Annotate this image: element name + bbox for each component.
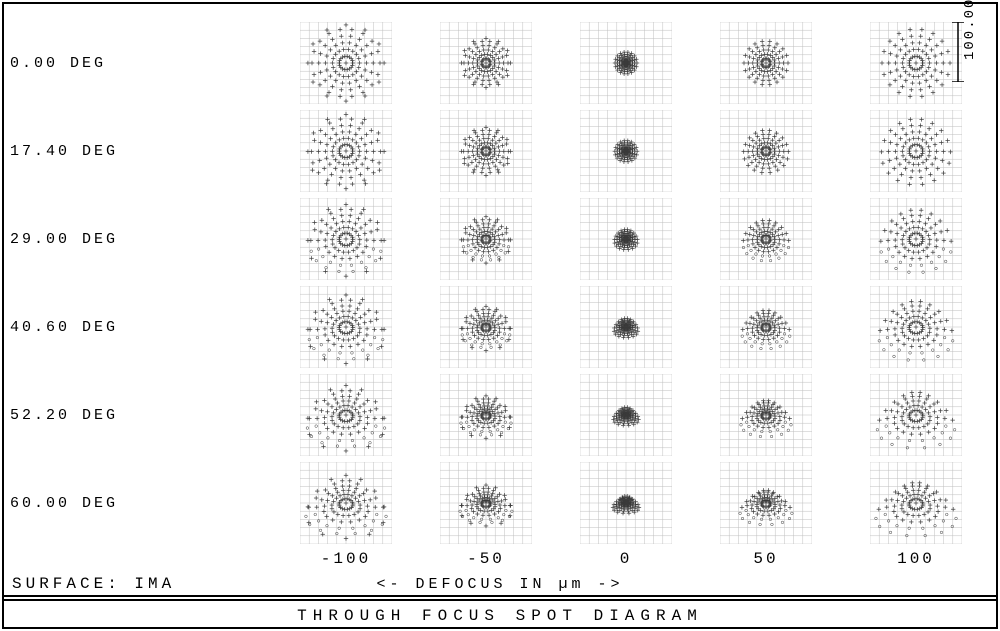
diagram-title: THROUGH FOCUS SPOT DIAGRAM — [4, 599, 996, 627]
spot-cell — [720, 462, 812, 544]
spot-cell — [440, 286, 532, 368]
scale-bar-value: 100.00 — [962, 0, 978, 60]
defocus-value-label: 0 — [620, 550, 633, 568]
defocus-value-label: -100 — [321, 550, 371, 568]
spot-cell — [440, 198, 532, 280]
spot-cell — [580, 22, 672, 104]
spot-cell — [580, 374, 672, 456]
spot-cell — [300, 22, 392, 104]
defocus-value-label: 50 — [753, 550, 778, 568]
field-angle-label: 60.00 DEG — [10, 495, 118, 512]
spot-cell — [580, 286, 672, 368]
spot-cell — [300, 110, 392, 192]
spot-cell — [440, 462, 532, 544]
spot-cell — [720, 22, 812, 104]
spot-cell — [300, 462, 392, 544]
spot-cell — [720, 286, 812, 368]
spot-cell — [580, 462, 672, 544]
spot-cell — [300, 374, 392, 456]
spot-cell — [870, 374, 962, 456]
spot-cell — [870, 198, 962, 280]
spot-cell — [870, 110, 962, 192]
spot-cell — [440, 110, 532, 192]
spot-cell — [440, 374, 532, 456]
field-angle-label: 40.60 DEG — [10, 319, 118, 336]
spot-cell — [720, 110, 812, 192]
spot-cell — [870, 462, 962, 544]
defocus-value-label: -50 — [467, 550, 505, 568]
field-angle-label: 29.00 DEG — [10, 231, 118, 248]
field-angle-label: 0.00 DEG — [10, 55, 106, 72]
spot-cell — [300, 286, 392, 368]
spot-cell — [300, 198, 392, 280]
defocus-axis-label: <- DEFOCUS IN µm -> — [4, 576, 996, 593]
spot-cell — [580, 110, 672, 192]
spot-cell — [720, 374, 812, 456]
spot-cell — [440, 22, 532, 104]
spot-cell — [580, 198, 672, 280]
spot-cell — [720, 198, 812, 280]
spot-cell — [870, 286, 962, 368]
defocus-value-label: 100 — [897, 550, 935, 568]
field-angle-label: 52.20 DEG — [10, 407, 118, 424]
diagram-frame: 0.00 DEG 17.40 DEG 29.00 DEG 40.60 DEG 52.20… — [2, 2, 998, 629]
field-angle-label: 17.40 DEG — [10, 143, 118, 160]
